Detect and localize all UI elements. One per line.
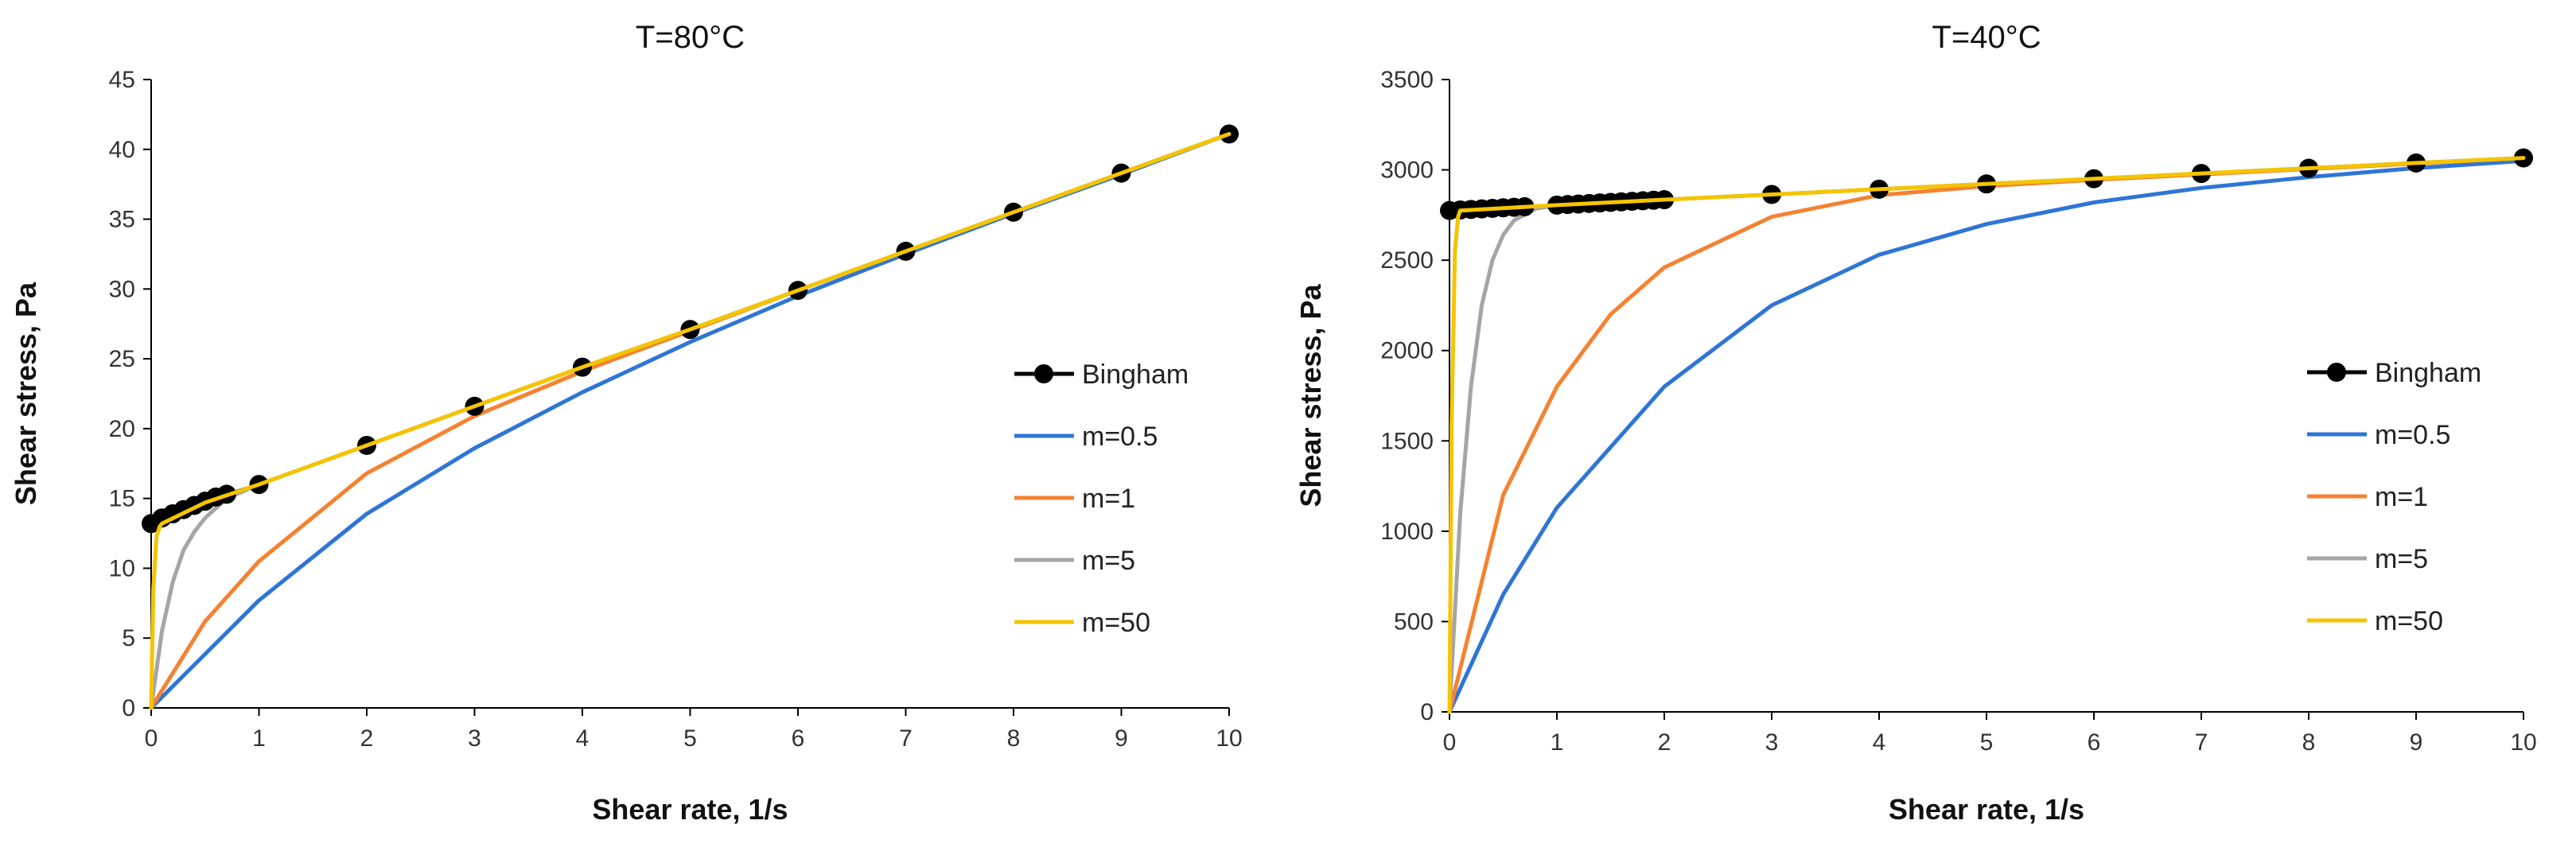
y-tick-label: 0 [1420, 699, 1434, 725]
x-tick-label: 1 [1551, 729, 1564, 756]
legend-label: m=50 [1082, 608, 1150, 638]
x-tick-label: 8 [1007, 725, 1021, 752]
legend-label: m=1 [1082, 484, 1135, 514]
y-tick-label: 35 [109, 207, 135, 233]
x-axis-label: Shear rate, 1/s [592, 793, 788, 826]
y-tick-label: 15 [109, 486, 135, 512]
x-tick-label: 1 [252, 725, 266, 752]
y-tick-label: 30 [109, 276, 135, 302]
legend-marker-Bingham [1034, 364, 1053, 383]
y-tick-label: 20 [109, 416, 135, 442]
x-tick-label: 0 [145, 725, 158, 752]
series-line-m=0.5 [1447, 158, 2526, 714]
x-tick-label: 2 [360, 725, 374, 752]
y-tick-label: 40 [109, 137, 135, 163]
y-tick-label: 5 [122, 625, 135, 651]
x-tick-label: 3 [1765, 729, 1779, 756]
chart-title: T=80°C [636, 20, 745, 55]
legend-label: m=1 [2375, 482, 2428, 512]
legend-label: m=5 [2375, 544, 2428, 574]
y-tick-label: 500 [1394, 608, 1434, 635]
y-tick-label: 1000 [1380, 519, 1434, 545]
series-line-m=50 [1447, 156, 2526, 714]
x-tick-label: 3 [468, 725, 481, 752]
y-axis-label: Shear stress, Pa [10, 282, 42, 505]
x-tick-label: 0 [1443, 729, 1457, 756]
x-tick-label: 4 [576, 725, 590, 752]
y-axis-label: Shear stress, Pa [1294, 283, 1327, 507]
x-tick-label: 5 [683, 725, 697, 752]
x-tick-label: 7 [2195, 729, 2208, 756]
x-tick-label: 10 [2510, 729, 2536, 756]
x-tick-label: 6 [792, 725, 805, 752]
y-tick-label: 45 [109, 67, 135, 93]
y-tick-label: 10 [109, 555, 135, 581]
legend-label: m=0.5 [1082, 422, 1158, 452]
x-tick-label: 7 [899, 725, 912, 752]
chart-title: T=40°C [1932, 20, 2041, 55]
y-tick-label: 1500 [1380, 428, 1434, 454]
legend-label: m=5 [1082, 546, 1135, 576]
series-line-m=50 [149, 132, 1232, 710]
y-tick-label: 3000 [1380, 157, 1434, 184]
x-tick-label: 2 [1658, 729, 1671, 756]
y-tick-label: 0 [122, 695, 135, 721]
x-tick-label: 8 [2302, 729, 2316, 756]
chart-1: 0 500 1000 1500 2000 2500 3000 3500 0 1 2 3 4 5 6 7 8 9 10… [1294, 20, 2537, 826]
x-tick-label: 9 [2410, 729, 2423, 756]
y-tick-label: 2000 [1380, 338, 1434, 364]
legend-label: m=50 [2375, 606, 2443, 636]
x-tick-label: 10 [1216, 725, 1242, 752]
x-tick-label: 5 [1980, 729, 1994, 756]
x-axis-label: Shear rate, 1/s [1889, 793, 2084, 826]
x-tick-label: 6 [2088, 729, 2101, 756]
legend-marker-Bingham [2327, 363, 2346, 382]
legend-label: Bingham [2375, 358, 2481, 388]
x-tick-label: 4 [1873, 729, 1886, 756]
y-tick-label: 25 [109, 346, 135, 372]
legend-label: Bingham [1082, 360, 1189, 390]
x-tick-label: 9 [1115, 725, 1128, 752]
y-tick-label: 2500 [1380, 247, 1434, 274]
y-tick-label: 3500 [1380, 67, 1434, 93]
legend-label: m=0.5 [2375, 420, 2450, 450]
